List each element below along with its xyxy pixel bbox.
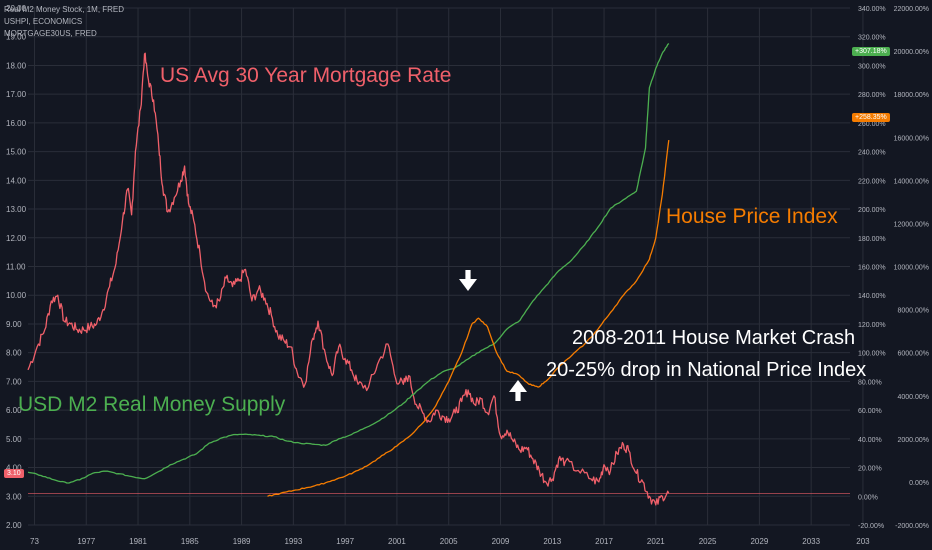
arrow-layer [459, 270, 527, 401]
right-axis-1-tick-label: 220.00% [858, 178, 886, 185]
series-line-hpi [267, 140, 670, 497]
x-tick-label: 2025 [699, 537, 717, 546]
right-axis-1-tick-label: 140.00% [858, 293, 886, 300]
left-tick-label: 10.00 [6, 291, 27, 300]
right-axis-2-tick-label: 16000.00% [894, 135, 929, 142]
left-tick-label: 5.00 [6, 435, 22, 444]
right-axis-1-tick-label: 20.00% [858, 466, 882, 473]
left-tick-label: 17.00 [6, 90, 27, 99]
right-axis-1-tick-label: 80.00% [858, 379, 882, 386]
left-tick-label: 7.00 [6, 377, 22, 386]
legend-entry-hpi[interactable]: USHPI, ECONOMICS [4, 17, 83, 26]
x-tick-label: 2005 [440, 537, 458, 546]
right-axis-1-tick-label: 0.00% [858, 494, 878, 501]
right-axis-1-tick-label: 260.00% [858, 121, 886, 128]
right-axis-2-tick-label: -2000.00% [895, 523, 929, 530]
x-tick-label: 2033 [802, 537, 820, 546]
x-tick-label: 2001 [388, 537, 406, 546]
left-tick-label: 12.00 [6, 234, 27, 243]
mortgage-annotation: US Avg 30 Year Mortgage Rate [160, 64, 452, 87]
left-axis: 2.00 3.00 4.00 5.00 6.00 7.00 8.00 9.00 10.00 11.… [6, 4, 27, 530]
right-axis-2-tick-label: 12000.00% [894, 221, 929, 228]
right-axis-1-tick-label: 40.00% [858, 437, 882, 444]
right-axis-1-tick-label: 120.00% [858, 322, 886, 329]
left-tick-label: 11.00 [6, 263, 26, 272]
x-tick-label: 2013 [543, 537, 561, 546]
x-tick-label: 1989 [233, 537, 251, 546]
x-axis: 73 1977 1981 1985 1989 1993 1997 2001 2005 2009 20… [30, 537, 870, 546]
right-axis-1-tick-label: 180.00% [858, 236, 886, 243]
right-axis-1-tick-label: 200.00% [858, 207, 886, 214]
right-axis-percent: -20.00% 0.00% 20.00% 40.00% 60.00% 80.00% 100.… [858, 6, 886, 530]
legend-entry-mortgage[interactable]: MORTGAGE30US, FRED [4, 29, 97, 38]
right-axis-2-tick-label: 22000.00% [894, 6, 929, 13]
right-axis-2-tick-label: 10000.00% [894, 265, 929, 272]
left-tick-label: 18.00 [6, 61, 27, 70]
right-axis-2-tick-label: 6000.00% [897, 351, 929, 358]
left-tick-label: 20.00 [6, 4, 27, 13]
right-axis-2-tick-label: 20000.00% [894, 49, 929, 56]
left-tick-label: 8.00 [6, 349, 22, 358]
right-axis-1-tick-label: 100.00% [858, 351, 886, 358]
right-axis-1-tick-label: 160.00% [858, 265, 886, 272]
right-axis-1-tick-label: 60.00% [858, 408, 882, 415]
left-tick-label: 16.00 [6, 119, 27, 128]
right-axis-1-tick-label: -20.00% [858, 523, 884, 530]
right-axis-2-tick-label: 14000.00% [894, 178, 929, 185]
x-tick-label: 1993 [284, 537, 302, 546]
down-arrow-icon [459, 270, 477, 291]
x-tick-label: 203 [856, 537, 870, 546]
x-tick-label: 1985 [181, 537, 199, 546]
left-tick-label: 4.00 [6, 464, 22, 473]
hpi-change-badge: +258.35% [852, 113, 890, 122]
x-tick-label: 2017 [595, 537, 613, 546]
right-axis-1-tick-label: 340.00% [858, 6, 886, 13]
left-tick-label: 15.00 [6, 148, 27, 157]
right-axis-2-tick-label: 2000.00% [897, 437, 929, 444]
right-axis-2-tick-label: 18000.00% [894, 92, 929, 99]
right-axis-1-tick-label: 300.00% [858, 63, 886, 70]
left-tick-label: 14.00 [6, 176, 27, 185]
x-tick-label: 73 [30, 537, 39, 546]
right-axis-2-tick-label: 0.00% [909, 480, 929, 487]
x-tick-label: 1981 [129, 537, 147, 546]
x-tick-label: 1997 [336, 537, 354, 546]
left-tick-label: 9.00 [6, 320, 22, 329]
crash-annotation-line2: 20-25% drop in National Price Index [546, 359, 867, 381]
right-axis-2-tick-label: 8000.00% [897, 308, 929, 315]
right-axis-1-tick-label: 280.00% [858, 92, 886, 99]
x-tick-label: 2029 [750, 537, 768, 546]
x-tick-label: 1977 [77, 537, 95, 546]
chart-legend: Real M2 Money Stock, 1M, FRED USHPI, ECO… [4, 4, 124, 40]
current-rate-badge: 3.10 [4, 469, 24, 478]
left-tick-label: 3.00 [6, 492, 22, 501]
up-arrow-icon [509, 380, 527, 401]
left-tick-label: 13.00 [6, 205, 27, 214]
m2-annotation: USD M2 Real Money Supply [18, 393, 286, 416]
m2-change-badge: +307.18% [852, 47, 890, 56]
series-line-mortgage [27, 52, 670, 506]
right-axis-percent-m2: -2000.00% 0.00% 2000.00% 4000.00% 6000.00% 80… [894, 6, 929, 530]
right-axis-1-tick-label: 320.00% [858, 35, 886, 42]
left-tick-label: 6.00 [6, 406, 22, 415]
left-tick-label: 19.00 [6, 33, 27, 42]
right-axis-1-tick-label: 240.00% [858, 150, 886, 157]
grid-lines [28, 7, 864, 526]
x-tick-label: 2009 [492, 537, 510, 546]
legend-entry-m2[interactable]: Real M2 Money Stock, 1M, FRED [4, 5, 125, 14]
series-layer [27, 43, 670, 506]
left-tick-label: 2.00 [6, 521, 22, 530]
hpi-annotation: House Price Index [666, 205, 838, 228]
crash-annotation-line1: 2008-2011 House Market Crash [572, 327, 856, 349]
series-line-m2 [27, 43, 670, 484]
right-axis-2-tick-label: 4000.00% [897, 394, 929, 401]
x-tick-label: 2021 [647, 537, 665, 546]
